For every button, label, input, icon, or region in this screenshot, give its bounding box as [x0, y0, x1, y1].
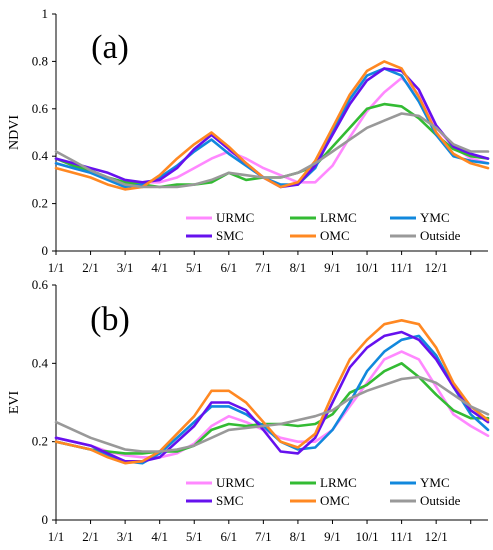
x-tick-label: 2/1	[82, 260, 99, 275]
legend-label: OMC	[320, 228, 350, 243]
x-tick-label: 8/1	[290, 260, 307, 275]
legend-label: Outside	[420, 493, 461, 508]
y-tick-label: 0	[42, 512, 49, 527]
x-tick-label: 7/1	[255, 529, 272, 544]
series-line-smc	[54, 67, 490, 189]
legend-label: YMC	[420, 475, 450, 490]
x-tick-label: 2/1	[82, 529, 99, 544]
x-tick-label: 10/1	[355, 260, 378, 275]
y-tick-label: 0.8	[32, 53, 48, 68]
series-line-ymc	[54, 67, 490, 189]
series-line-omc	[54, 318, 490, 465]
y-tick-label: 0.2	[32, 196, 48, 211]
x-tick-label: 5/1	[186, 260, 203, 275]
legend: URMC LRMC YMC SMC OMC Outside	[186, 475, 461, 508]
x-tick-label: 11/1	[390, 260, 413, 275]
legend-label: LRMC	[320, 210, 357, 225]
x-tick-label: 10/1	[355, 529, 378, 544]
legend-label: URMC	[216, 475, 254, 490]
series-line-urmc	[54, 76, 490, 184]
y-tick-label: 0.4	[32, 355, 49, 370]
series-line-smc	[54, 330, 490, 463]
y-tick-label: 0	[42, 243, 49, 258]
x-tick-label: 9/1	[324, 260, 341, 275]
x-tick-label: 9/1	[324, 529, 341, 544]
series-line-lrmc	[54, 102, 490, 189]
x-tick-label: 12/1	[425, 529, 448, 544]
y-tick-label: 0.6	[32, 101, 49, 116]
x-tick-label: 8/1	[290, 529, 307, 544]
x-tick-label: 5/1	[186, 529, 203, 544]
legend-label: Outside	[420, 228, 461, 243]
x-tick-label: 4/1	[151, 260, 168, 275]
x-tick-label: 3/1	[117, 529, 134, 544]
panel-label: (b)	[90, 301, 130, 338]
x-tick-label: 7/1	[255, 260, 272, 275]
x-tick-label: 3/1	[117, 260, 134, 275]
y-tick-label: 0.4	[32, 148, 49, 163]
x-tick-label: 6/1	[220, 529, 237, 544]
panel-label: (a)	[91, 29, 129, 66]
legend-label: LRMC	[320, 475, 357, 490]
y-tick-label: 0.6	[32, 277, 49, 292]
series-line-outside	[54, 375, 490, 453]
x-tick-label: 12/1	[425, 260, 448, 275]
legend-label: URMC	[216, 210, 254, 225]
y-axis-label: NDVI	[7, 115, 22, 150]
legend-label: OMC	[320, 493, 350, 508]
x-tick-label: 6/1	[220, 260, 237, 275]
legend: URMC LRMC YMC SMC OMC Outside	[186, 210, 461, 243]
x-tick-label: 1/1	[48, 260, 65, 275]
chart-panel-1: 00.20.40.60.811/1 2/1 3/1 4/1 5/1 6/1 7/1 8/1 9/…	[7, 6, 490, 275]
series-line-outside	[54, 112, 490, 189]
x-tick-label: 4/1	[151, 529, 168, 544]
y-axis-label: EVI	[7, 391, 22, 415]
legend-label: SMC	[216, 228, 243, 243]
legend-label: YMC	[420, 210, 450, 225]
y-tick-label: 1	[42, 6, 49, 21]
series-line-ymc	[54, 334, 490, 465]
series-line-omc	[54, 60, 490, 191]
x-tick-label: 11/1	[390, 529, 413, 544]
x-tick-label: 1/1	[48, 529, 65, 544]
chart-panel-2: 0 0.2 0.4 0.6 1/1 2/1 3/1 4/1 5/1 6/1 7/1 8/1 9/1 10/…	[7, 277, 490, 544]
y-tick-label: 0.2	[32, 434, 48, 449]
legend-label: SMC	[216, 493, 243, 508]
